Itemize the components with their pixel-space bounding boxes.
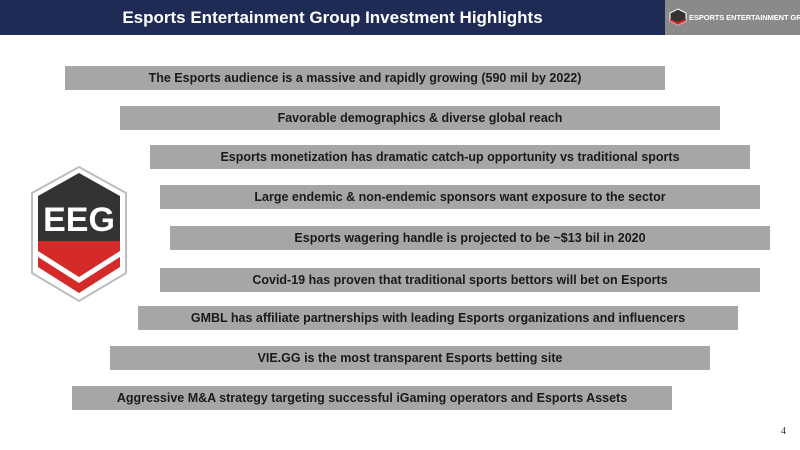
highlight-3: Esports monetization has dramatic catch-… xyxy=(150,145,750,169)
page-number: 4 xyxy=(781,426,786,437)
highlight-4: Large endemic & non-endemic sponsors wan… xyxy=(160,185,760,209)
highlight-2: Favorable demographics & diverse global … xyxy=(120,106,720,130)
highlight-1: The Esports audience is a massive and ra… xyxy=(65,66,665,90)
header-bar xyxy=(0,0,665,35)
highlight-5: Esports wagering handle is projected to … xyxy=(170,226,770,250)
logo-text: EEG xyxy=(43,201,115,239)
page-title: Esports Entertainment Group Investment H… xyxy=(122,8,543,27)
brand-badge: ESPORTS ENTERTAINMENT GROUP xyxy=(665,0,800,35)
eeg-logo: EEG xyxy=(31,165,127,303)
highlight-8: VIE.GG is the most transparent Esports b… xyxy=(110,346,710,370)
highlight-9: Aggressive M&A strategy targeting succes… xyxy=(72,386,672,410)
brand-name: ESPORTS ENTERTAINMENT GROUP xyxy=(689,13,800,22)
eeg-mini-logo-icon xyxy=(669,8,687,26)
highlight-6: Covid-19 has proven that traditional spo… xyxy=(160,268,760,292)
highlight-7: GMBL has affiliate partnerships with lea… xyxy=(138,306,738,330)
